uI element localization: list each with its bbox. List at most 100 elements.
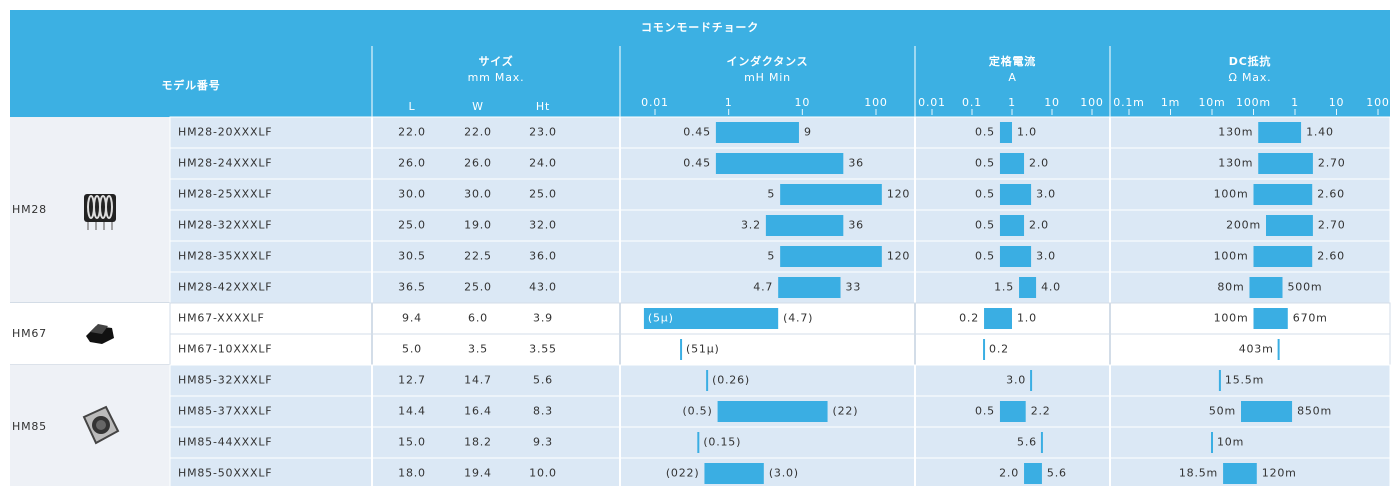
model: HM28-32XXXLF [178,219,272,232]
tick-label: 10 [1044,96,1060,109]
value-label: 670m [1293,312,1328,325]
size-value: 9.4 [402,312,422,325]
value-label: (5µ) [648,312,674,325]
group-title: 定格電流 [989,54,1036,68]
model-header: モデル番号 [162,78,221,92]
value-label: 5 [767,250,775,263]
family-name: HM67 [12,327,47,340]
value-label: 3.0 [1036,188,1056,201]
value-label: 36 [848,219,864,232]
row-bg [169,302,1391,335]
group-unit: mm Max. [468,71,525,84]
size-value: 14.4 [398,405,426,418]
range-bar [999,401,1026,422]
value-label: 36 [848,157,864,170]
size-value: 30.5 [398,250,426,263]
value-label: 500m [1288,281,1323,294]
value-label: 4.0 [1041,281,1061,294]
size-value: 16.4 [464,405,492,418]
product-image [82,405,120,445]
range-bar [643,308,779,329]
row-bg [169,178,1391,211]
size-value: 19.4 [464,467,492,480]
range-bar [999,122,1012,143]
range-bar [717,401,828,422]
group-unit: Ω Max. [1229,71,1272,84]
size-value: 9.3 [533,436,553,449]
value-label: 1.0 [1017,312,1037,325]
range-bar [1258,153,1313,174]
value-label: 0.5 [975,126,995,139]
range-bar [715,153,844,174]
row-bg [169,426,1391,459]
tick-label: 1 [725,96,733,109]
value-label: 10m [1217,436,1244,449]
product-image [86,324,114,344]
model: HM28-20XXXLF [178,126,272,139]
model: HM85-50XXXLF [178,467,272,480]
tick-label: 10 [1329,96,1345,109]
value-label: 3.2 [741,219,761,232]
range-bar [704,463,764,484]
value-label: 9 [804,126,812,139]
range-bar [999,246,1032,267]
model: HM28-35XXXLF [178,250,272,263]
value-label: (0.26) [712,374,750,387]
tick-label: 100 [1366,96,1389,109]
group-title: インダクタンス [727,54,809,68]
value-label: 2.70 [1318,219,1346,232]
range-bar [1249,277,1283,298]
value-label: 120m [1262,467,1297,480]
value-label: (022) [666,467,700,480]
size-value: 30.0 [398,188,426,201]
row-bg [169,240,1391,273]
value-label: 100m [1214,188,1249,201]
row-bg [169,333,1391,366]
tick-label: 0.1 [962,96,982,109]
value-label: 4.7 [753,281,773,294]
value-label: (4.7) [783,312,813,325]
image-part [90,324,108,334]
value-label: 80m [1217,281,1244,294]
value-label: 3.0 [1006,374,1026,387]
range-bar [1253,308,1288,329]
row-bg [169,457,1391,486]
range-bar [1241,401,1293,422]
size-value: 5.0 [402,343,422,356]
model: HM85-44XXXLF [178,436,272,449]
value-label: 50m [1209,405,1236,418]
value-label: 5.6 [1017,436,1037,449]
title: コモンモードチョーク [641,21,759,34]
range-bar [1223,463,1257,484]
value-label: 2.60 [1317,188,1345,201]
value-label: 850m [1297,405,1332,418]
size-value: 6.0 [468,312,488,325]
value-label: (0.15) [703,436,741,449]
family-name: HM28 [12,203,47,216]
range-bar [1258,122,1302,143]
value-label: 2.70 [1318,157,1346,170]
size-value: 43.0 [529,281,557,294]
value-label: 18.5m [1179,467,1218,480]
value-label: 0.5 [975,219,995,232]
header-bg [10,10,1390,117]
size-value: 32.0 [529,219,557,232]
size-value: 24.0 [529,157,557,170]
tick-label: 1 [1008,96,1016,109]
range-bar [1024,463,1042,484]
tick-label: 100 [864,96,887,109]
size-value: 22.5 [464,250,492,263]
value-label: 120 [887,250,910,263]
range-bar [1265,215,1313,236]
range-bar [999,215,1025,236]
range-bar [999,184,1032,205]
value-label: (3.0) [769,467,799,480]
size-value: 36.0 [529,250,557,263]
value-label: 130m [1218,126,1253,139]
tick-label: 0.1m [1113,96,1144,109]
model: HM85-37XXXLF [178,405,272,418]
value-label: 0.45 [683,157,711,170]
model: HM67-10XXXLF [178,343,272,356]
size-column: W [472,100,484,113]
